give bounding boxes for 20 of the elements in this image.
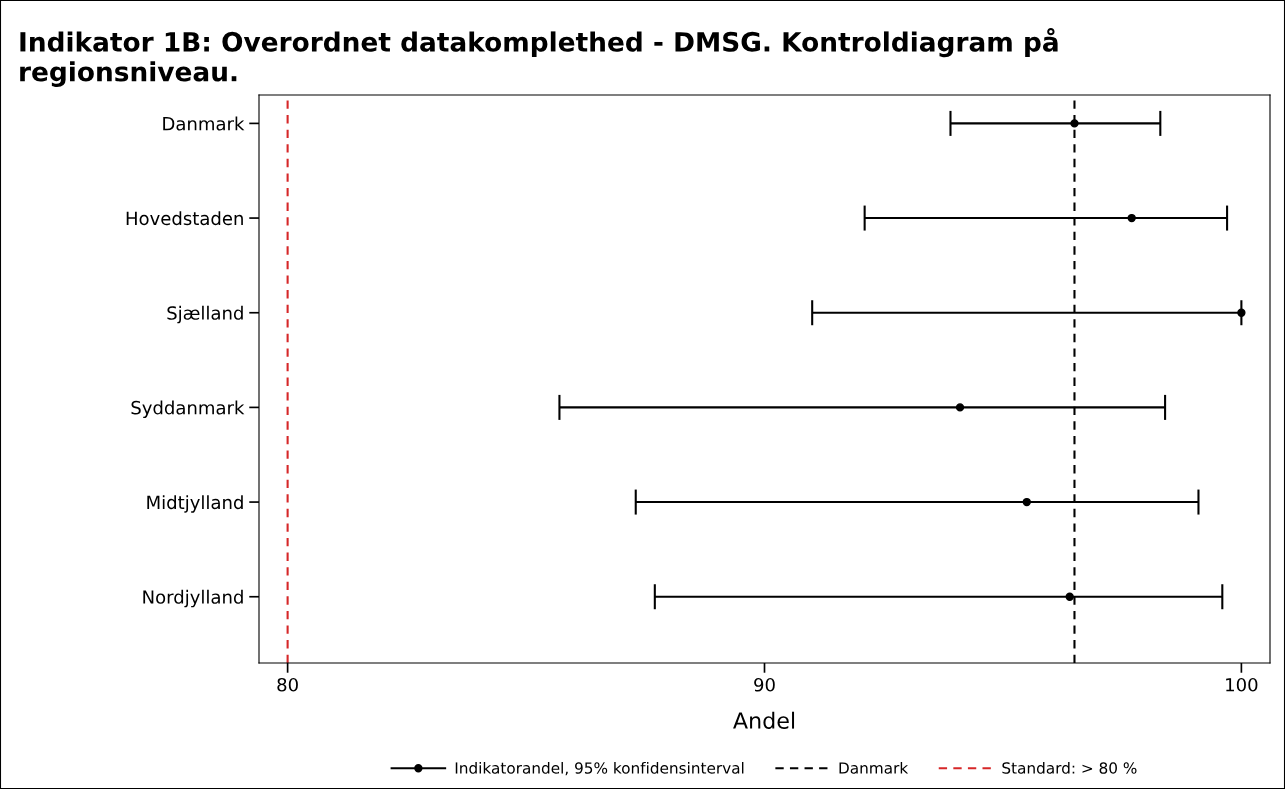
x-axis-title: Andel (733, 711, 795, 729)
point (1065, 592, 1074, 601)
point (1237, 308, 1246, 317)
legend-label: Standard: > 80 % (1002, 761, 1137, 774)
y-tick-label: Midtjylland (147, 495, 243, 513)
legend-label: Danmark (839, 761, 909, 774)
point (955, 403, 965, 412)
chart-title: Indikator 1B: Overordnet datakomplethed - DMSG. Kontroldiagram på regionsniveau. (20, 28, 1058, 87)
y-tick-label: Hovedstaden (126, 211, 243, 226)
legend-label: Indikatorandel, 95% konfidensinterval (455, 761, 744, 776)
x-tick-label: 100 (1226, 677, 1258, 692)
y-tick-label: Sjælland (167, 305, 243, 324)
y-tick-label: Syddanmark (131, 400, 245, 419)
point (1127, 213, 1136, 223)
y-tick-label: Danmark (163, 116, 245, 131)
y-tick-label: Nordjylland (143, 589, 243, 608)
point (1022, 497, 1031, 507)
x-tick-label: 80 (277, 677, 298, 692)
point (1070, 119, 1079, 128)
x-tick-label: 90 (754, 677, 775, 692)
